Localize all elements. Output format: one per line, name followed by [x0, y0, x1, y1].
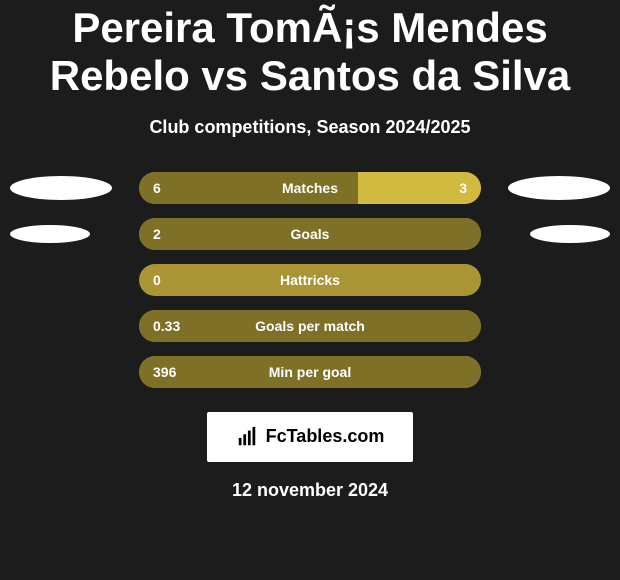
stat-bar: 0.33 Goals per match: [139, 310, 481, 342]
stat-bar: 6 3 Matches: [139, 172, 481, 204]
stat-row: 396 Min per goal: [0, 356, 620, 388]
stat-row: 0.33 Goals per match: [0, 310, 620, 342]
stat-label: Goals per match: [255, 318, 365, 334]
stat-left-value: 0.33: [153, 318, 180, 334]
subtitle: Club competitions, Season 2024/2025: [0, 117, 620, 138]
stat-left-value: 396: [153, 364, 176, 380]
stats-area: 6 3 Matches 2 Goals 0 Hattricks 0.33 Goals per m…: [0, 172, 620, 388]
stat-row: 0 Hattricks: [0, 264, 620, 296]
stat-left-value: 0: [153, 272, 161, 288]
player-right-oval: [508, 176, 610, 200]
page-title: Pereira TomÃ¡s Mendes Rebelo vs Santos d…: [0, 4, 620, 101]
player-right-oval: [530, 225, 610, 243]
stat-label: Hattricks: [280, 272, 340, 288]
bar-chart-icon: [236, 426, 258, 448]
comparison-infographic: Pereira TomÃ¡s Mendes Rebelo vs Santos d…: [0, 0, 620, 580]
footer-badge: FcTables.com: [207, 412, 413, 462]
footer-badge-text: FcTables.com: [266, 426, 385, 447]
stat-left-value: 2: [153, 226, 161, 242]
stat-row: 2 Goals: [0, 218, 620, 250]
player-left-oval: [10, 176, 112, 200]
stat-label: Matches: [282, 180, 338, 196]
stat-left-value: 6: [153, 180, 161, 196]
stat-right-value: 3: [459, 180, 467, 196]
stat-bar: 2 Goals: [139, 218, 481, 250]
stat-label: Min per goal: [269, 364, 351, 380]
stat-row: 6 3 Matches: [0, 172, 620, 204]
stat-label: Goals: [291, 226, 330, 242]
footer-date: 12 november 2024: [0, 480, 620, 501]
stat-bar: 396 Min per goal: [139, 356, 481, 388]
player-left-oval: [10, 225, 90, 243]
stat-bar: 0 Hattricks: [139, 264, 481, 296]
